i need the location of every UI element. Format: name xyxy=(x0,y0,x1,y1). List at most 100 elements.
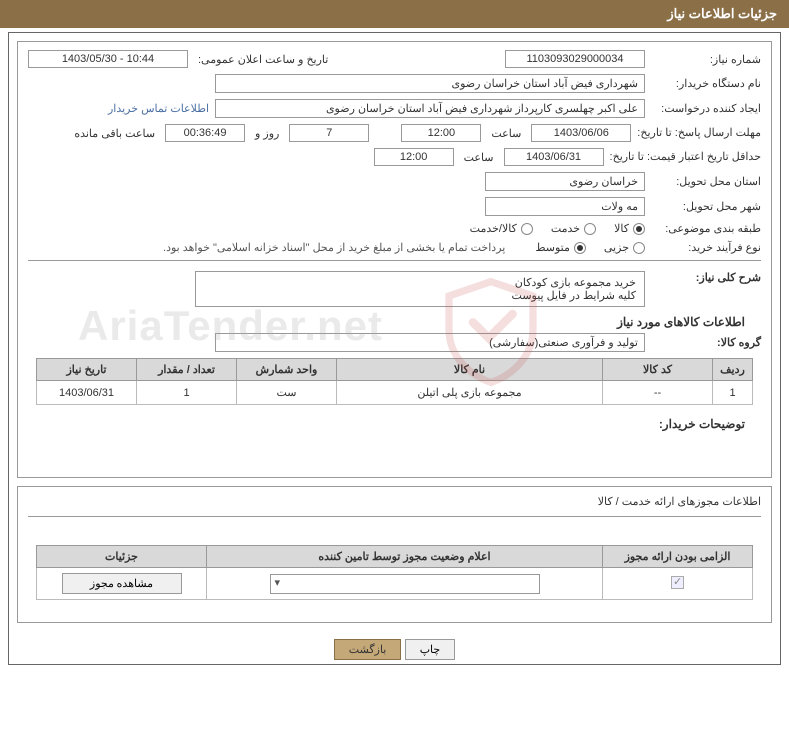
th-row: ردیف xyxy=(713,359,753,381)
row-validity: حداقل تاریخ اعتبار قیمت: تا تاریخ: 1403/… xyxy=(28,148,761,166)
status-select[interactable] xyxy=(270,574,540,594)
radio-minor[interactable]: جزیی xyxy=(604,241,645,254)
divider xyxy=(28,260,761,261)
need-number-label: شماره نیاز: xyxy=(651,53,761,66)
permits-title: اطلاعات مجوزهای ارائه خدمت / کالا xyxy=(28,495,761,508)
row-category: طبقه بندی موضوعی: کالا خدمت کالا/خدمت xyxy=(28,222,761,235)
summary-line2: کلیه شرایط در فایل پیوست xyxy=(204,289,636,302)
summary-box: خرید مجموعه بازی کودکان کلیه شرایط در فا… xyxy=(195,271,645,307)
permits-table: الزامی بودن ارائه مجوز اعلام وضعیت مجوز … xyxy=(36,545,753,600)
deadline-time: 12:00 xyxy=(401,124,481,142)
radio-medium-label: متوسط xyxy=(535,241,570,254)
row-province: استان محل تحویل: خراسان رضوی xyxy=(28,172,761,191)
buyer-org-value: شهرداری فیض آباد استان خراسان رضوی xyxy=(215,74,645,93)
th-qty: تعداد / مقدار xyxy=(137,359,237,381)
payment-note: پرداخت تمام یا بخشی از مبلغ خرید از محل … xyxy=(163,241,505,254)
radio-goods-label: کالا xyxy=(614,222,629,235)
need-number-value: 1103093029000034 xyxy=(505,50,645,68)
view-permit-button[interactable]: مشاهده مجوز xyxy=(62,573,182,594)
time-label-2: ساعت xyxy=(464,151,494,164)
radio-icon xyxy=(633,242,645,254)
table-row: 1 -- مجموعه بازی پلی اتیلن ست 1 1403/06/… xyxy=(37,381,753,405)
cell-unit: ست xyxy=(237,381,337,405)
radio-icon xyxy=(584,223,596,235)
requester-value: علی اکبر چهلسری کارپرداز شهرداری فیض آبا… xyxy=(215,99,645,118)
cell-name: مجموعه بازی پلی اتیلن xyxy=(337,381,603,405)
permits-section: اطلاعات مجوزهای ارائه خدمت / کالا الزامی… xyxy=(17,486,772,623)
days-label: روز و xyxy=(255,127,279,140)
city-label: شهر محل تحویل: xyxy=(651,200,761,213)
buyer-desc-label: توضیحات خریدار: xyxy=(44,417,745,457)
validity-date: 1403/06/31 xyxy=(504,148,604,166)
summary-label: شرح کلی نیاز: xyxy=(651,271,761,284)
row-summary: شرح کلی نیاز: خرید مجموعه بازی کودکان کل… xyxy=(28,271,761,307)
th-status: اعلام وضعیت مجوز توسط تامین کننده xyxy=(207,546,603,568)
validity-label: حداقل تاریخ اعتبار قیمت: تا تاریخ: xyxy=(610,151,761,163)
radio-goods[interactable]: کالا xyxy=(614,222,645,235)
page-header: جزئیات اطلاعات نیاز xyxy=(0,0,789,28)
th-code: کد کالا xyxy=(603,359,713,381)
radio-icon xyxy=(574,242,586,254)
announce-label: تاریخ و ساعت اعلان عمومی: xyxy=(198,53,328,66)
days-count: 7 xyxy=(289,124,369,142)
table-header-row: الزامی بودن ارائه مجوز اعلام وضعیت مجوز … xyxy=(37,546,753,568)
announce-value: 1403/05/30 - 10:44 xyxy=(28,50,188,68)
remaining-time: 00:36:49 xyxy=(165,124,245,142)
radio-minor-label: جزیی xyxy=(604,241,629,254)
process-radio-group: جزیی متوسط xyxy=(535,241,645,254)
radio-goods-service-label: کالا/خدمت xyxy=(470,222,517,235)
process-label: نوع فرآیند خرید: xyxy=(651,241,761,254)
category-radio-group: کالا خدمت کالا/خدمت xyxy=(470,222,645,235)
cell-mandatory xyxy=(603,568,753,600)
radio-service[interactable]: خدمت xyxy=(551,222,596,235)
back-button[interactable]: بازگشت xyxy=(334,639,402,660)
row-requester: ایجاد کننده درخواست: علی اکبر چهلسری کار… xyxy=(28,99,761,118)
row-need-number: شماره نیاز: 1103093029000034 تاریخ و ساع… xyxy=(28,50,761,68)
buyer-contact-link[interactable]: اطلاعات تماس خریدار xyxy=(108,102,209,115)
cell-code: -- xyxy=(603,381,713,405)
goods-info-title: اطلاعات کالاهای مورد نیاز xyxy=(28,315,745,329)
th-name: نام کالا xyxy=(337,359,603,381)
radio-icon xyxy=(521,223,533,235)
table-row: مشاهده مجوز xyxy=(37,568,753,600)
buyer-org-label: نام دستگاه خریدار: xyxy=(651,77,761,90)
radio-service-label: خدمت xyxy=(551,222,580,235)
page-title: جزئیات اطلاعات نیاز xyxy=(667,6,777,21)
table-header-row: ردیف کد کالا نام کالا واحد شمارش تعداد /… xyxy=(37,359,753,381)
main-container: AriaTender.net شماره نیاز: 1103093029000… xyxy=(8,32,781,665)
goods-table: ردیف کد کالا نام کالا واحد شمارش تعداد /… xyxy=(36,358,753,405)
category-label: طبقه بندی موضوعی: xyxy=(651,222,761,235)
divider xyxy=(28,516,761,517)
row-buyer-org: نام دستگاه خریدار: شهرداری فیض آباد استا… xyxy=(28,74,761,93)
requester-label: ایجاد کننده درخواست: xyxy=(651,102,761,115)
mandatory-checkbox[interactable] xyxy=(671,576,684,589)
validity-time: 12:00 xyxy=(374,148,454,166)
th-details: جزئیات xyxy=(37,546,207,568)
time-label-1: ساعت xyxy=(491,127,521,140)
print-button[interactable]: چاپ xyxy=(405,639,456,660)
summary-line1: خرید مجموعه بازی کودکان xyxy=(204,276,636,289)
deadline-label: مهلت ارسال پاسخ: تا تاریخ: xyxy=(637,127,761,139)
row-goods-group: گروه کالا: تولید و فرآوری صنعتی(سفارشی) xyxy=(28,333,761,352)
th-unit: واحد شمارش xyxy=(237,359,337,381)
row-process: نوع فرآیند خرید: جزیی متوسط پرداخت تمام … xyxy=(28,241,761,254)
row-city: شهر محل تحویل: مه ولات xyxy=(28,197,761,216)
remaining-label: ساعت باقی مانده xyxy=(74,127,155,140)
city-value: مه ولات xyxy=(485,197,645,216)
th-mandatory: الزامی بودن ارائه مجوز xyxy=(603,546,753,568)
radio-icon xyxy=(633,223,645,235)
deadline-date: 1403/06/06 xyxy=(531,124,631,142)
cell-date: 1403/06/31 xyxy=(37,381,137,405)
row-deadline: مهلت ارسال پاسخ: تا تاریخ: 1403/06/06 سا… xyxy=(28,124,761,142)
cell-status xyxy=(207,568,603,600)
radio-medium[interactable]: متوسط xyxy=(535,241,586,254)
radio-goods-service[interactable]: کالا/خدمت xyxy=(470,222,533,235)
province-label: استان محل تحویل: xyxy=(651,175,761,188)
goods-group-value: تولید و فرآوری صنعتی(سفارشی) xyxy=(215,333,645,352)
need-info-section: AriaTender.net شماره نیاز: 1103093029000… xyxy=(17,41,772,478)
action-buttons: چاپ بازگشت xyxy=(9,631,780,664)
th-date: تاریخ نیاز xyxy=(37,359,137,381)
cell-row: 1 xyxy=(713,381,753,405)
cell-details: مشاهده مجوز xyxy=(37,568,207,600)
goods-group-label: گروه کالا: xyxy=(651,336,761,349)
